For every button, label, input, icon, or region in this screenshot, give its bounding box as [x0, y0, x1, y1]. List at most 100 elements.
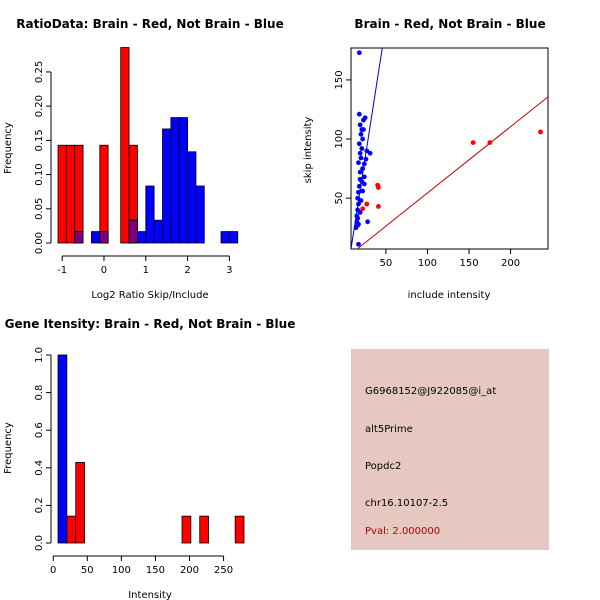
- scatter-blue-point: [361, 174, 367, 180]
- ratio-red-bar: [65, 144, 76, 244]
- probe-id: G6968152@J922085@i_at: [365, 386, 497, 397]
- ratio-y-tick-label: 0.20: [34, 95, 45, 117]
- scatter-x-tick-label: 50: [380, 258, 393, 269]
- scatter-blue-point: [358, 198, 364, 203]
- ratio-blue-bar: [153, 219, 163, 244]
- ratio-y-tick-label: 0.00: [34, 232, 45, 254]
- scatter-blue-point: [356, 141, 362, 147]
- scatter-blue-point: [355, 222, 361, 228]
- intensity-x-tick-label: 200: [180, 565, 199, 576]
- scatter-blue-point: [356, 183, 362, 189]
- scatter-blue-point: [363, 156, 369, 162]
- scatter-red-point: [487, 140, 493, 145]
- scatter-blue-point: [358, 131, 364, 137]
- intensity-scatter: Brain - Red, Not Brain - Blue 50 100 150 20…: [303, 17, 549, 301]
- intensity-y-tick-label: 0.6: [34, 422, 45, 438]
- ratio-y-tick-label: 0.15: [34, 129, 45, 151]
- ratio-blue-bar: [170, 117, 180, 244]
- intensity-x-tick-label: 100: [112, 565, 131, 576]
- scatter-blue-point: [358, 155, 364, 161]
- ratio-blue-bar: [178, 117, 188, 244]
- intensity-x-tick-label: 0: [50, 565, 56, 576]
- intensity-title: Gene Itensity: Brain - Red, Not Brain - …: [5, 317, 296, 331]
- scatter-blue-point: [356, 160, 361, 166]
- ratio-red-bar: [120, 47, 130, 244]
- scatter-red-point: [364, 201, 370, 207]
- intensity-bars: [57, 354, 245, 544]
- ratio-overlap-bar: [74, 231, 84, 244]
- scatter-blue-point: [356, 189, 361, 195]
- intensity-x-tick-label: 150: [146, 565, 165, 576]
- ratio-blue-bar: [228, 231, 239, 244]
- scatter-blue-point: [356, 50, 362, 56]
- ratio-x-tick-label: -1: [57, 265, 67, 276]
- ratio-blue-bar: [91, 231, 101, 244]
- intensity-y-tick-label: 1.0: [34, 347, 45, 363]
- scatter-blue-point: [361, 161, 367, 167]
- ratio-y-tick-label: 0.05: [34, 198, 45, 220]
- ratio-red-bar: [74, 144, 84, 244]
- ratio-axes: -1 0 1 2 3 0.00 0.05 0.10 0.15 0.20 0.25: [34, 61, 233, 276]
- ratio-blue-bar: [195, 185, 205, 244]
- scatter-blue-point: [361, 127, 366, 132]
- scatter-fit-lines: [351, 48, 548, 249]
- scatter-x-tick-label: 150: [459, 258, 478, 269]
- p-value: Pval: 2.000000: [365, 526, 441, 537]
- scatter-points: [353, 50, 543, 247]
- scatter-red-point: [360, 206, 366, 212]
- gene-intensity-histogram: Gene Itensity: Brain - Red, Not Brain - …: [3, 317, 295, 600]
- scatter-blue-point: [357, 150, 363, 156]
- intensity-red-bar: [66, 515, 77, 544]
- intensity-red-bar: [75, 462, 85, 544]
- scatter-blue-point: [356, 201, 361, 207]
- scatter-ylabel: skip intensity: [303, 117, 314, 184]
- ratio-blue-bar: [187, 151, 197, 244]
- ratio-overlap-bar: [128, 219, 138, 244]
- genomic-location: chr16.10107-2.5: [365, 498, 449, 509]
- scatter-blue-point: [365, 219, 371, 225]
- scatter-red-point: [470, 140, 476, 145]
- ratio-blue-bar: [162, 128, 172, 244]
- ratio-xlabel: Log2 Ratio Skip/Include: [91, 290, 208, 301]
- ratio-red-bar: [57, 144, 67, 244]
- scatter-red-point: [376, 204, 381, 209]
- scatter-y-tick-label: 50: [334, 192, 345, 205]
- scatter-blue-point: [357, 209, 363, 215]
- scatter-blue-point: [359, 146, 365, 151]
- gene-name: Popdc2: [365, 461, 402, 472]
- ratio-x-tick-label: 0: [101, 265, 107, 276]
- ratio-red-bar: [99, 144, 109, 244]
- scatter-xlabel: include intensity: [408, 290, 491, 301]
- ratio-y-tick-label: 0.25: [34, 61, 45, 83]
- scatter-blue-point: [356, 111, 362, 117]
- intensity-red-bar: [199, 515, 209, 544]
- probe-info-panel: G6968152@J922085@i_at alt5Prime Popdc2 c…: [351, 349, 549, 550]
- scatter-y-tick-label: 150: [334, 70, 345, 89]
- scatter-blue-point: [362, 115, 368, 121]
- ratio-histogram: RatioData: Brain - Red, Not Brain - Blue…: [3, 17, 284, 301]
- scatter-blue-point: [357, 122, 363, 128]
- ratio-blue-bar: [220, 231, 230, 244]
- intensity-y-tick-label: 0.8: [34, 385, 45, 401]
- ratio-x-tick-label: 3: [226, 265, 232, 276]
- scatter-blue-point: [356, 241, 361, 247]
- event-type: alt5Prime: [365, 424, 413, 435]
- ratio-blue-bar: [145, 185, 155, 244]
- scatter-red-fit-line: [356, 96, 548, 249]
- intensity-axes: 0 50 100 150 200 250 0.0 0.2 0.4 0.6 0.8 1.0: [34, 347, 233, 576]
- scatter-plot-box: [350, 47, 549, 250]
- scatter-blue-point: [359, 179, 365, 185]
- ratio-blue-bar: [137, 231, 147, 244]
- scatter-blue-point: [360, 166, 366, 172]
- scatter-blue-point: [360, 188, 366, 194]
- scatter-title: Brain - Red, Not Brain - Blue: [354, 17, 545, 31]
- scatter-blue-point: [357, 169, 363, 175]
- intensity-ylabel: Frequency: [3, 422, 14, 474]
- scatter-red-point: [538, 129, 543, 135]
- ratio-x-tick-label: 1: [143, 265, 149, 276]
- intensity-x-tick-label: 250: [214, 565, 233, 576]
- scatter-x-tick-label: 200: [501, 258, 520, 269]
- scatter-y-tick-label: 100: [334, 129, 345, 148]
- scatter-blue-point: [364, 148, 370, 154]
